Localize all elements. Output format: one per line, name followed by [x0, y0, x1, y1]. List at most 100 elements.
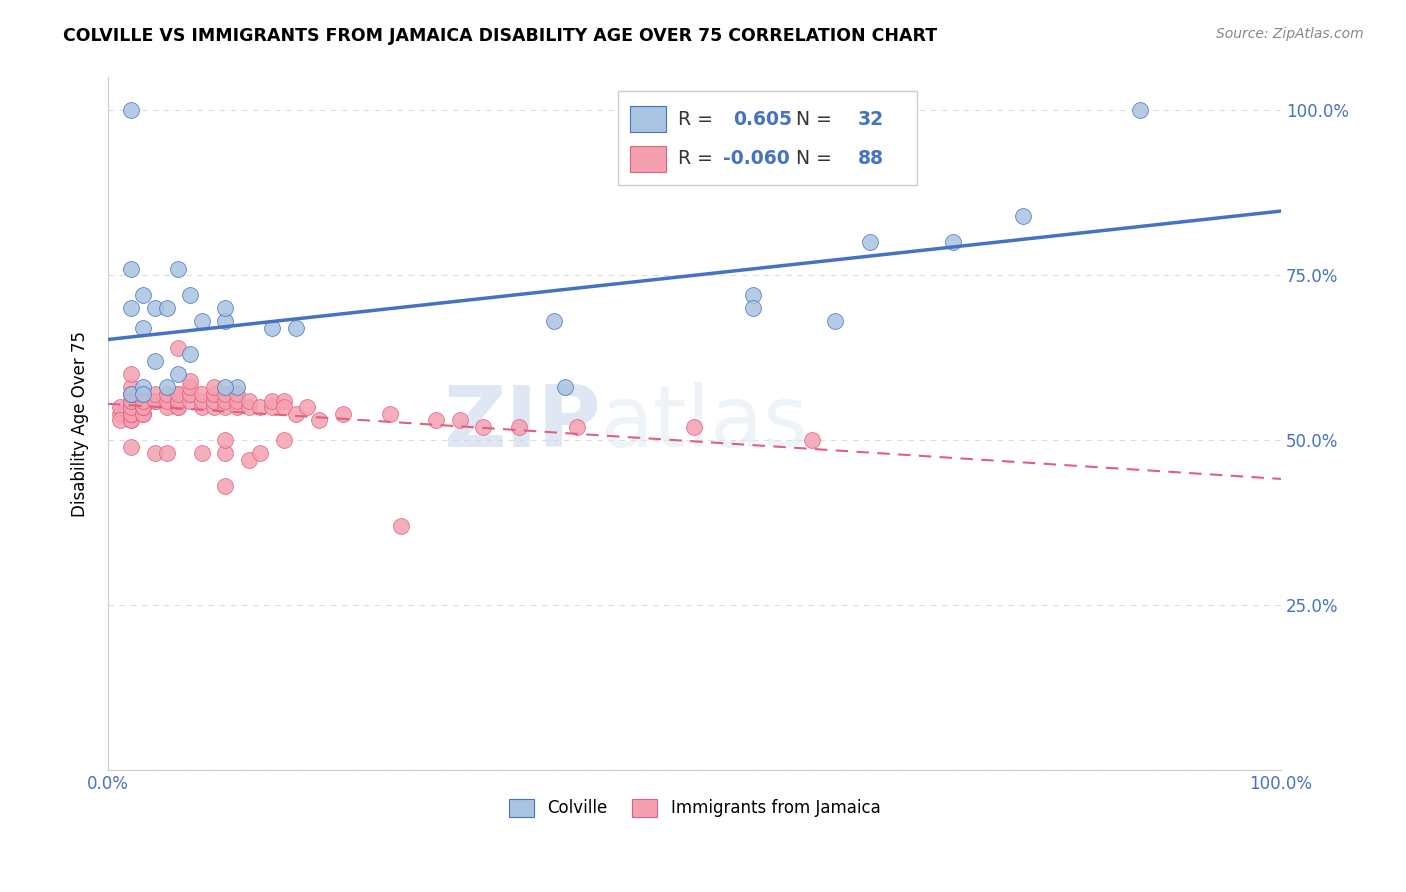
Point	[554, 380, 576, 394]
Point	[156, 387, 179, 401]
Point	[238, 453, 260, 467]
Point	[143, 301, 166, 316]
Point	[214, 401, 236, 415]
Point	[120, 387, 142, 401]
Point	[179, 374, 201, 388]
Point	[508, 420, 530, 434]
Point	[249, 446, 271, 460]
Text: -0.060: -0.060	[723, 149, 790, 168]
Point	[167, 261, 190, 276]
Point	[179, 387, 201, 401]
Point	[167, 401, 190, 415]
Point	[202, 380, 225, 394]
Point	[132, 387, 155, 401]
Point	[179, 288, 201, 302]
Text: ZIP: ZIP	[443, 382, 600, 466]
Point	[167, 387, 190, 401]
Point	[824, 314, 846, 328]
Point	[120, 393, 142, 408]
Point	[179, 380, 201, 394]
Text: N =: N =	[796, 110, 838, 128]
Point	[202, 401, 225, 415]
Point	[742, 288, 765, 302]
Text: Source: ZipAtlas.com: Source: ZipAtlas.com	[1216, 27, 1364, 41]
Point	[156, 393, 179, 408]
Point	[108, 413, 131, 427]
Point	[1012, 209, 1035, 223]
Point	[191, 314, 214, 328]
Point	[214, 479, 236, 493]
Point	[120, 261, 142, 276]
Point	[226, 393, 249, 408]
Point	[238, 401, 260, 415]
Point	[132, 321, 155, 335]
Point	[214, 314, 236, 328]
Point	[214, 393, 236, 408]
FancyBboxPatch shape	[630, 106, 666, 132]
Point	[214, 301, 236, 316]
Point	[742, 301, 765, 316]
Point	[191, 393, 214, 408]
Legend: Colville, Immigrants from Jamaica: Colville, Immigrants from Jamaica	[502, 792, 887, 824]
Point	[284, 407, 307, 421]
Point	[567, 420, 589, 434]
Point	[249, 401, 271, 415]
Point	[132, 288, 155, 302]
Point	[120, 401, 142, 415]
Point	[472, 420, 495, 434]
Point	[202, 387, 225, 401]
Point	[108, 401, 131, 415]
Point	[120, 103, 142, 118]
Point	[262, 401, 284, 415]
Point	[143, 393, 166, 408]
Point	[120, 440, 142, 454]
Point	[156, 301, 179, 316]
Point	[191, 387, 214, 401]
Point	[132, 393, 155, 408]
Point	[120, 393, 142, 408]
Point	[132, 401, 155, 415]
Point	[156, 446, 179, 460]
Point	[143, 354, 166, 368]
Point	[191, 446, 214, 460]
Text: N =: N =	[796, 149, 838, 168]
Point	[332, 407, 354, 421]
FancyBboxPatch shape	[619, 91, 917, 185]
Point	[120, 380, 142, 394]
Text: 0.605: 0.605	[734, 110, 793, 128]
Point	[226, 401, 249, 415]
Point	[120, 401, 142, 415]
Point	[238, 393, 260, 408]
Point	[132, 407, 155, 421]
Point	[425, 413, 447, 427]
Point	[108, 407, 131, 421]
Point	[120, 387, 142, 401]
Point	[297, 401, 319, 415]
Point	[273, 401, 295, 415]
Text: COLVILLE VS IMMIGRANTS FROM JAMAICA DISABILITY AGE OVER 75 CORRELATION CHART: COLVILLE VS IMMIGRANTS FROM JAMAICA DISA…	[63, 27, 938, 45]
Point	[120, 413, 142, 427]
Point	[132, 407, 155, 421]
Point	[214, 446, 236, 460]
Point	[214, 380, 236, 394]
Point	[389, 519, 412, 533]
Point	[132, 401, 155, 415]
Point	[859, 235, 882, 250]
Point	[156, 380, 179, 394]
Text: atlas: atlas	[600, 382, 808, 466]
Point	[156, 401, 179, 415]
Y-axis label: Disability Age Over 75: Disability Age Over 75	[72, 331, 89, 516]
Point	[132, 387, 155, 401]
Point	[941, 235, 963, 250]
Point	[284, 321, 307, 335]
Point	[1129, 103, 1152, 118]
Point	[132, 393, 155, 408]
Point	[120, 407, 142, 421]
Text: R =: R =	[678, 110, 718, 128]
Point	[214, 434, 236, 448]
Text: R =: R =	[678, 149, 718, 168]
Point	[191, 401, 214, 415]
Point	[167, 393, 190, 408]
Point	[179, 347, 201, 361]
Point	[378, 407, 401, 421]
